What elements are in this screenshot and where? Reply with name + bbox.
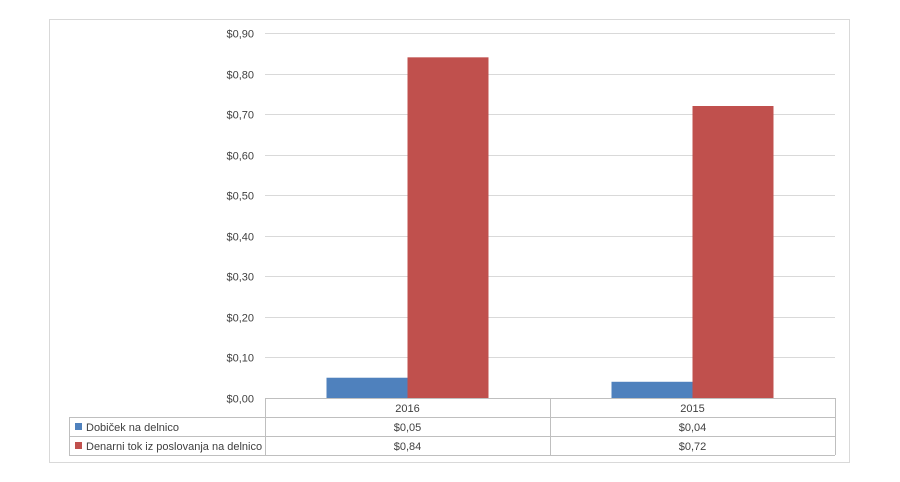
y-tick-label: $0,00 (226, 394, 254, 406)
y-tick-label: $0,70 (226, 110, 254, 122)
y-tick-label: $0,80 (226, 70, 254, 82)
bar-denarni-tok-2015 (692, 106, 774, 398)
y-tick-label: $0,90 (226, 29, 254, 41)
y-tick-label: $0,20 (226, 313, 254, 325)
data-table: 2016 2015 Dobiček na delnico $0,05 $0,04 Dena… (69, 398, 836, 456)
bar-denarni-tok-2016 (407, 57, 489, 398)
y-tick-label: $0,30 (226, 272, 254, 284)
data-label: $0,04 (679, 422, 707, 434)
legend-entry-denarni-tok: Denarni tok iz poslovanja na delnico (86, 441, 262, 453)
bar-dobicek-2016 (326, 377, 408, 398)
legend-key-denarni-tok (75, 442, 82, 449)
legend-key-dobicek (75, 423, 82, 430)
category-label: 2016 (395, 403, 419, 415)
legend-entry-dobicek: Dobiček na delnico (86, 422, 179, 434)
y-axis-tick-labels: $0,00 $0,10 $0,20 $0,30 $0,40 $0,50 $0,60 $0,70… (226, 29, 254, 406)
y-tick-label: $0,60 (226, 151, 254, 163)
y-tick-label: $0,50 (226, 191, 254, 203)
category-label: 2015 (680, 403, 704, 415)
data-label: $0,05 (394, 422, 422, 434)
bar-dobicek-2015 (611, 381, 693, 398)
y-tick-label: $0,40 (226, 232, 254, 244)
y-tick-label: $0,10 (226, 353, 254, 365)
data-label: $0,72 (679, 441, 707, 453)
data-label: $0,84 (394, 441, 422, 453)
bars (326, 57, 774, 398)
